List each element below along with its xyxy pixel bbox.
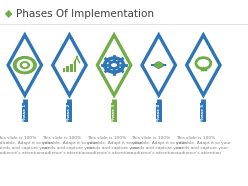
Text: This slide is 100%
editable. Adapt it to your
needs and capture your
audience's : This slide is 100% editable. Adapt it to…: [0, 136, 52, 155]
Circle shape: [23, 64, 27, 67]
Text: Phase 2: Phase 2: [67, 103, 71, 122]
Circle shape: [20, 62, 29, 68]
Circle shape: [155, 62, 162, 68]
Text: Phase 5: Phase 5: [201, 103, 205, 122]
Text: Phases Of Implementation: Phases Of Implementation: [16, 9, 154, 19]
Text: This slide is 100%
editable. Adapt it to your
needs and capture your
audience's : This slide is 100% editable. Adapt it to…: [42, 136, 97, 155]
Polygon shape: [95, 32, 133, 99]
Polygon shape: [10, 38, 40, 92]
Circle shape: [14, 57, 36, 73]
FancyBboxPatch shape: [156, 103, 162, 122]
Text: This slide is 100%
editable. Adapt it to your
needs and capture your
audience's : This slide is 100% editable. Adapt it to…: [176, 136, 231, 155]
Bar: [70, 64, 73, 72]
Circle shape: [17, 60, 32, 71]
Bar: [66, 66, 69, 72]
FancyBboxPatch shape: [22, 103, 28, 122]
Polygon shape: [6, 32, 43, 99]
Polygon shape: [5, 10, 12, 18]
Text: This slide is 100%
editable. Adapt it to your
needs and capture your
audience's : This slide is 100% editable. Adapt it to…: [131, 136, 186, 155]
Bar: [63, 68, 65, 72]
Bar: [74, 61, 76, 72]
Polygon shape: [140, 32, 177, 99]
Polygon shape: [55, 38, 84, 92]
Polygon shape: [99, 38, 129, 92]
Polygon shape: [185, 32, 222, 99]
Text: Phase 3: Phase 3: [112, 103, 116, 122]
Text: Phase 4: Phase 4: [157, 103, 161, 122]
Polygon shape: [144, 38, 174, 92]
FancyBboxPatch shape: [200, 103, 206, 122]
Polygon shape: [51, 32, 88, 99]
Text: This slide is 100%
editable. Adapt it to your
needs and capture your
audience's : This slide is 100% editable. Adapt it to…: [87, 136, 142, 155]
Polygon shape: [188, 38, 218, 92]
Text: Phase 1: Phase 1: [23, 103, 27, 122]
FancyBboxPatch shape: [66, 103, 72, 122]
FancyBboxPatch shape: [111, 103, 117, 122]
